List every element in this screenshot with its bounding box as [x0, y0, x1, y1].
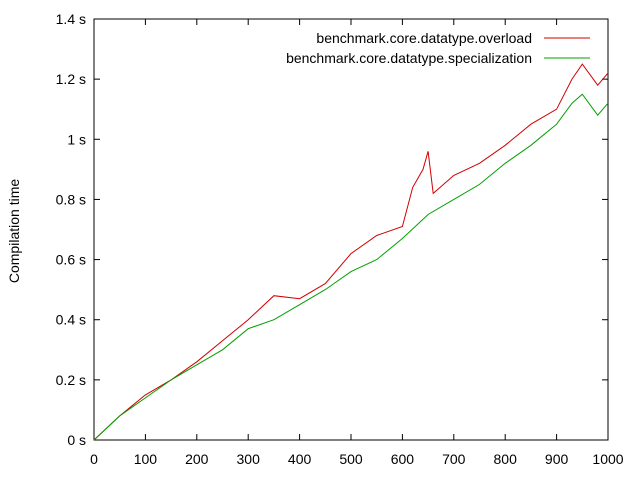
x-tick-label: 300 [237, 451, 261, 467]
y-axis: 0 s 0.2 s 0.4 s 0.6 s 0.8 s 1 s 1.2 s 1.4 s [56, 11, 608, 448]
legend-label-2: benchmark.core.datatype.specialization [286, 50, 532, 66]
y-axis-title: Compilation time [6, 179, 22, 283]
series-line-2 [93, 93, 609, 441]
y-tick-label: 1.4 s [56, 11, 86, 27]
series-line-1 [93, 63, 609, 441]
x-tick-label: 500 [339, 451, 363, 467]
legend: benchmark.core.datatype.overload benchmar… [286, 30, 590, 66]
y-tick-label: 0.8 s [56, 191, 86, 207]
x-tick-label: 0 [90, 451, 98, 467]
y-tick-label: 0 s [67, 432, 86, 448]
x-tick-label: 900 [545, 451, 569, 467]
plot-frame [93, 18, 609, 441]
y-tick-label: 0.6 s [56, 252, 86, 268]
x-axis: 0 100 200 300 400 500 600 700 800 900 1000 [90, 19, 624, 467]
y-tick-label: 1 s [67, 131, 86, 147]
series-layer [93, 63, 609, 441]
x-tick-label: 800 [494, 451, 518, 467]
legend-label-1: benchmark.core.datatype.overload [316, 30, 532, 46]
x-tick-label: 100 [134, 451, 158, 467]
x-tick-label: 700 [442, 451, 466, 467]
y-tick-label: 0.2 s [56, 372, 86, 388]
x-tick-label: 1000 [592, 451, 623, 467]
x-tick-label: 400 [288, 451, 312, 467]
x-tick-label: 200 [185, 451, 209, 467]
y-tick-label: 1.2 s [56, 71, 86, 87]
x-tick-label: 600 [391, 451, 415, 467]
y-tick-label: 0.4 s [56, 312, 86, 328]
